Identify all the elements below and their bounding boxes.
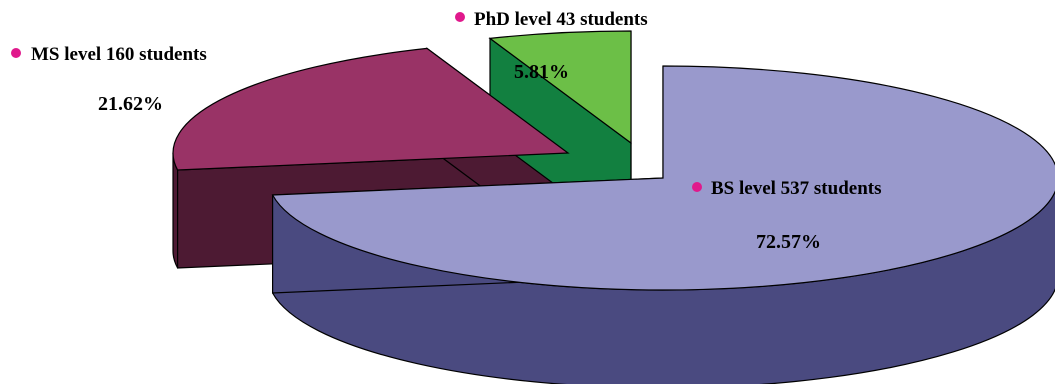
bs-percent-label: 72.57% <box>756 231 821 253</box>
bs-top-face <box>271 65 1055 291</box>
slice-labels: MS level 160 students 21.62% PhD level 4… <box>11 9 882 253</box>
ms-percent-label: 21.62% <box>98 93 163 115</box>
ms-top-face <box>172 47 570 171</box>
phd-bullet <box>455 12 465 22</box>
ms-slice-label: MS level 160 students <box>31 44 207 65</box>
phd-slice-label: PhD level 43 students <box>474 9 648 30</box>
phd-percent-label: 5.81% <box>514 61 569 83</box>
phd-top-face <box>488 30 632 145</box>
bs-bullet <box>692 182 702 192</box>
pie-top-faces <box>172 30 1055 291</box>
ms-bullet <box>11 48 21 58</box>
bs-slice-label: BS level 537 students <box>711 178 882 199</box>
ms-outer-wall <box>172 152 179 269</box>
